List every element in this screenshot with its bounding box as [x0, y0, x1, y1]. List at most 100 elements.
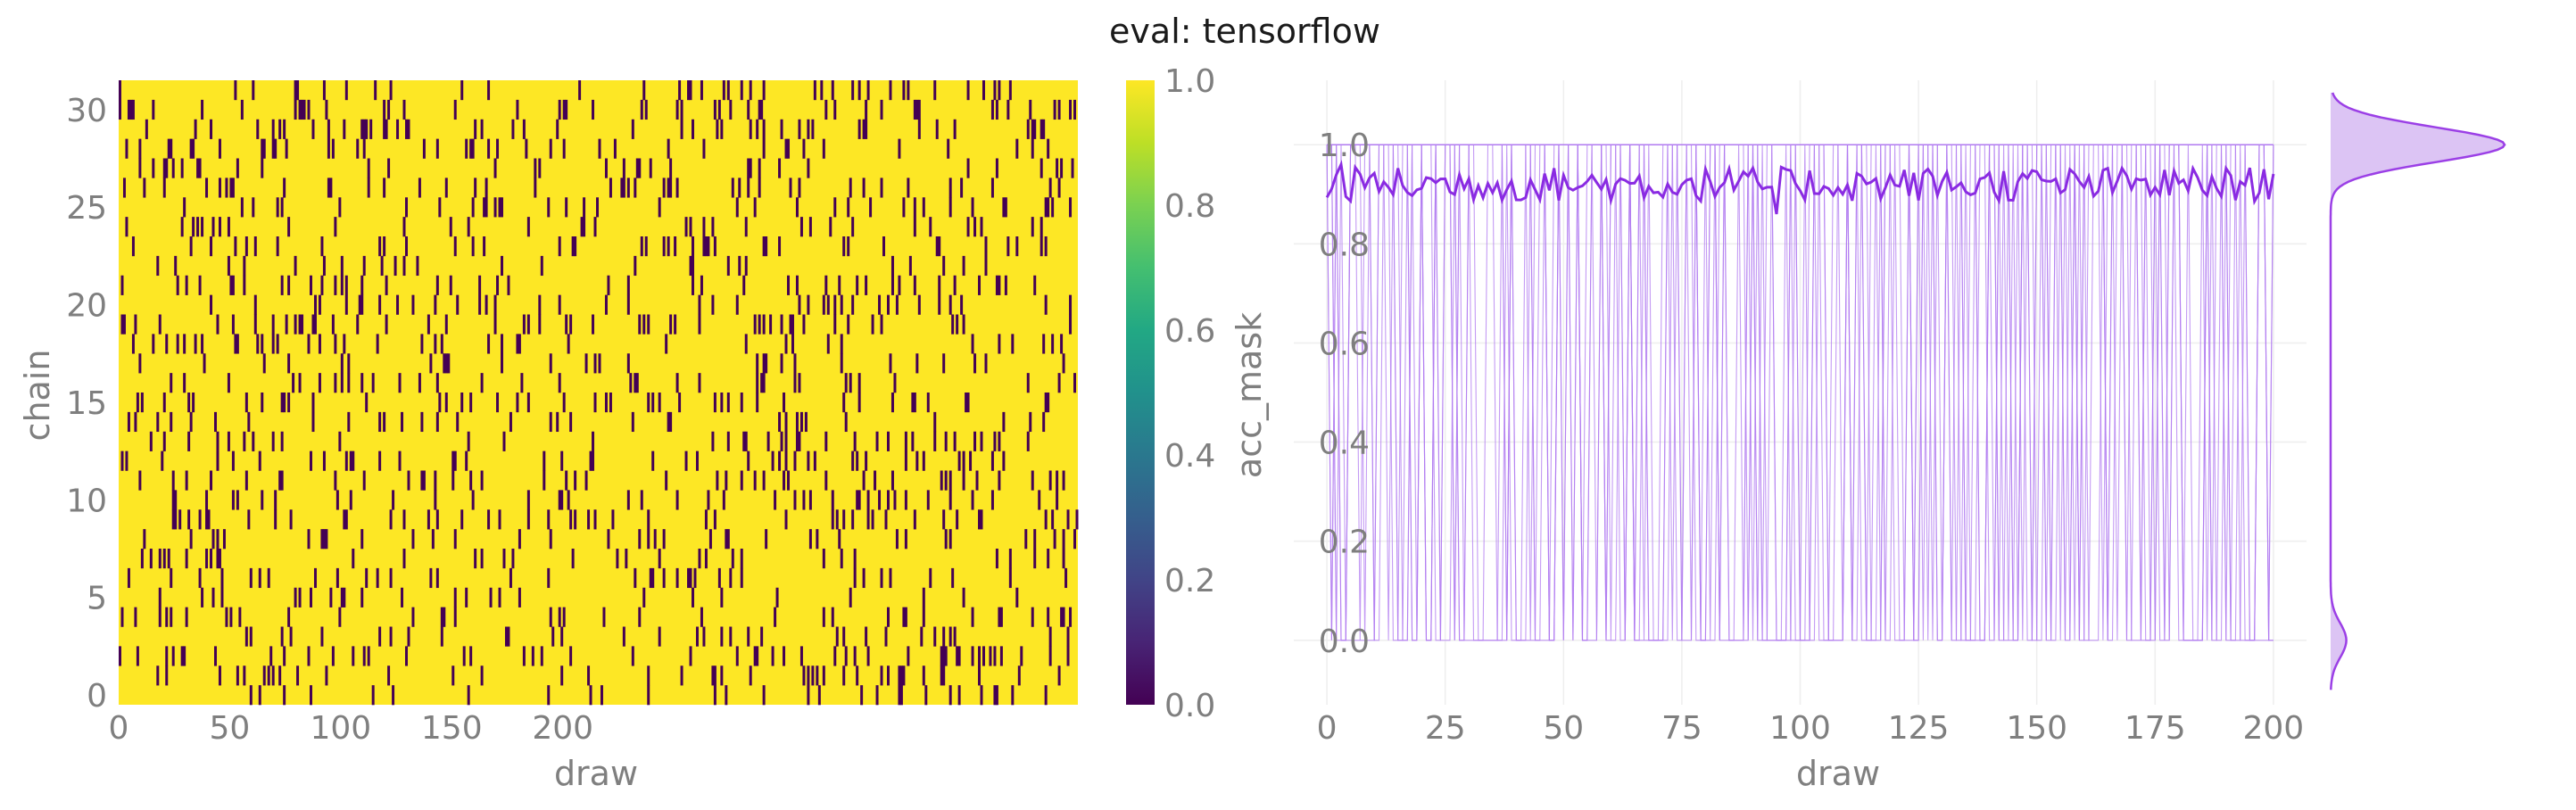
heatmap-cell	[787, 275, 791, 295]
heatmap-cell	[287, 607, 291, 627]
heatmap-cell	[158, 607, 162, 627]
heatmap-cell	[367, 178, 370, 198]
heatmap-cell	[580, 217, 584, 237]
heatmap-cell	[496, 275, 500, 295]
heatmap-cell	[651, 567, 655, 589]
heatmap-cell	[140, 393, 144, 413]
heatmap-cell	[720, 393, 724, 413]
heatmap-cell	[762, 236, 766, 257]
heatmap-cell	[1060, 334, 1064, 354]
heatmap-cell	[243, 665, 246, 686]
heatmap-cell	[702, 217, 706, 237]
heatmap-cell	[318, 334, 321, 354]
heatmap-cell	[525, 138, 528, 159]
heatmap-cell	[311, 314, 315, 335]
heatmap-cell	[704, 509, 708, 530]
heatmap-cell	[165, 334, 169, 354]
heatmap-cell	[280, 393, 284, 413]
heatmap-cell	[756, 373, 759, 393]
heatmap-cell	[340, 373, 344, 393]
heatmap-cell	[358, 294, 361, 315]
heatmap-cell	[1048, 626, 1052, 647]
heatmap-cell	[807, 450, 810, 471]
heatmap-cell	[127, 99, 130, 120]
heatmap-cell	[840, 353, 843, 374]
heatmap-cell	[849, 178, 852, 198]
heatmap-cell	[402, 549, 406, 569]
heatmap-cell	[962, 314, 965, 335]
heatmap-cell	[784, 509, 788, 530]
heatmap-cell	[913, 217, 916, 237]
heatmap-cell	[531, 646, 534, 666]
trace-x-ticks: 0 25 50 75 100 125 150 175 200	[1317, 710, 2305, 747]
heatmap-cell	[496, 138, 500, 159]
heatmap-cell	[183, 334, 186, 354]
heatmap-cell	[726, 529, 730, 550]
heatmap-cell	[298, 314, 302, 335]
trace-series-mean	[1325, 160, 2275, 215]
heatmap-cell	[194, 119, 197, 139]
heatmap-cell	[804, 411, 808, 433]
heatmap-cell	[791, 334, 794, 354]
heatmap-cell	[973, 431, 977, 451]
heatmap-cell	[136, 393, 139, 413]
heatmap-cell	[356, 138, 360, 159]
heatmap-cell	[501, 334, 503, 354]
heatmap-cell	[453, 99, 457, 120]
heatmap-x-tick-label: 200	[532, 710, 593, 747]
heatmap-cell	[1031, 217, 1034, 237]
heatmap-cell	[501, 197, 503, 218]
heatmap-cell	[385, 314, 388, 335]
heatmap-cell	[638, 158, 642, 178]
heatmap-cell	[405, 119, 408, 139]
heatmap-cell	[229, 178, 233, 198]
heatmap-cell	[856, 490, 859, 510]
heatmap-cell	[758, 158, 761, 178]
heatmap-cell	[907, 646, 910, 666]
heatmap-cell	[1062, 470, 1065, 491]
heatmap-cell	[692, 587, 695, 608]
heatmap-cell	[893, 490, 897, 510]
heatmap-cell	[1040, 158, 1043, 178]
heatmap-cell	[396, 119, 400, 139]
heatmap-cell	[851, 509, 855, 530]
heatmap-cell	[526, 490, 530, 510]
heatmap-cell	[769, 314, 773, 335]
heatmap-cell	[717, 567, 721, 589]
heatmap-cell	[842, 626, 846, 647]
heatmap-cell	[389, 626, 393, 647]
heatmap-cell	[187, 509, 191, 530]
heatmap-cell	[435, 509, 439, 530]
heatmap-cell	[180, 646, 184, 666]
heatmap-cell	[669, 178, 673, 198]
heatmap-cell	[744, 334, 748, 354]
heatmap-cell	[378, 450, 382, 471]
heatmap-cell	[509, 411, 512, 433]
heatmap-cell	[534, 178, 537, 198]
heatmap-cell	[622, 158, 625, 178]
heatmap-cell	[675, 99, 679, 120]
heatmap-cell	[234, 334, 237, 354]
heatmap-cell	[942, 665, 946, 686]
heatmap-cell	[631, 411, 634, 433]
heatmap-cell	[236, 158, 239, 178]
heatmap-cell	[1060, 607, 1064, 627]
heatmap-cell	[376, 334, 379, 354]
heatmap-cell	[969, 450, 973, 471]
heatmap-cell	[578, 80, 582, 101]
heatmap-cell	[933, 431, 937, 451]
heatmap-cell	[465, 587, 468, 608]
heatmap-cell	[693, 567, 697, 589]
heatmap-cell	[816, 529, 819, 550]
heatmap-cell	[344, 509, 348, 530]
heatmap-cell	[871, 314, 874, 335]
heatmap-cell	[383, 119, 386, 139]
heatmap-cell	[886, 294, 890, 315]
heatmap-cell	[143, 178, 146, 198]
heatmap-cell	[467, 431, 470, 451]
heatmap-cell	[1062, 607, 1065, 627]
heatmap-cell	[365, 119, 369, 139]
heatmap-cell	[929, 567, 932, 589]
heatmap-cell	[860, 685, 864, 706]
heatmap-cell	[913, 275, 916, 295]
